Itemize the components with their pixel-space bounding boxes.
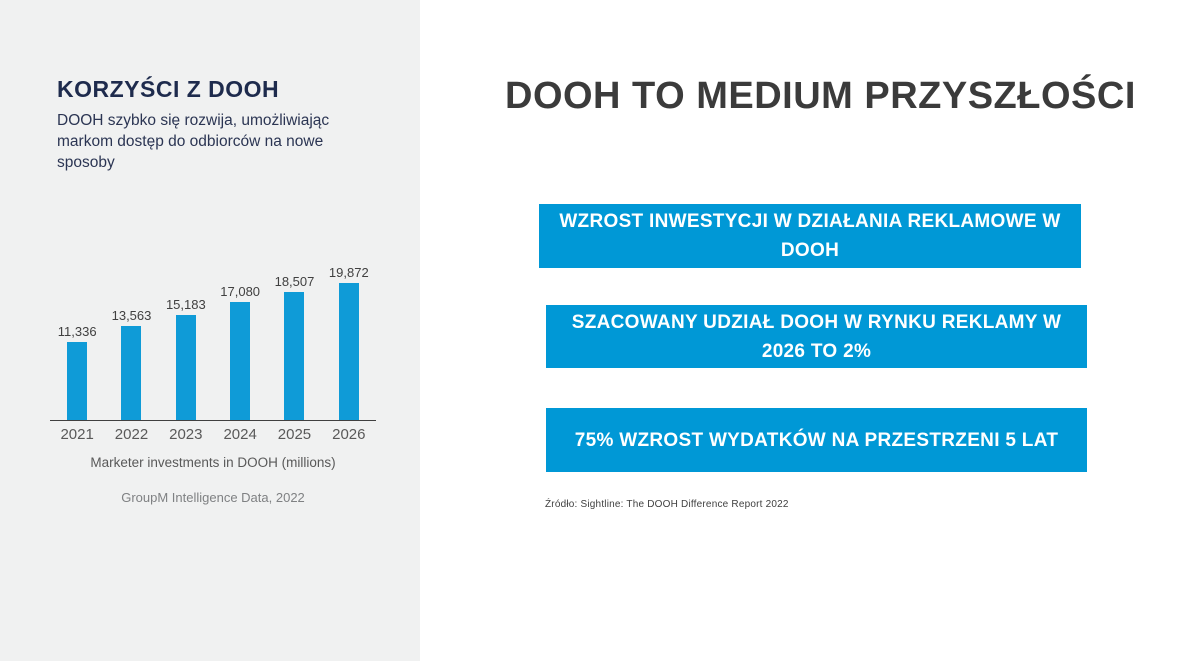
chart-bar: [175, 315, 196, 420]
chart-column: 15,183: [159, 261, 213, 420]
right-panel-source: Źródło: Sightline: The DOOH Difference R…: [545, 499, 789, 510]
chart-column: 11,336: [50, 261, 104, 420]
chart-caption: Marketer investments in DOOH (millions): [90, 455, 336, 470]
callout-box-market-share: SZACOWANY UDZIAŁ DOOH W RYNKU REKLAMY W …: [546, 305, 1087, 368]
chart-value-label: 19,872: [328, 265, 369, 280]
left-panel-title: KORZYŚCI Z DOOH: [57, 76, 280, 102]
chart-column: 18,507: [267, 261, 321, 420]
chart-year-label: 2024: [223, 426, 257, 443]
chart-bars-row: 11,336 13,563 15,183 17,080 18,507 19,872: [50, 261, 376, 421]
chart-year-label: 2023: [169, 426, 203, 443]
chart-value-label: 18,507: [274, 274, 315, 289]
left-panel: KORZYŚCI Z DOOH DOOH szybko się rozwija,…: [0, 0, 420, 661]
chart-bar: [230, 302, 251, 420]
chart-bar: [338, 283, 359, 420]
chart-year-label: 2022: [114, 426, 149, 443]
chart-bar: [67, 342, 88, 420]
left-panel-subtitle: DOOH szybko się rozwija, umożliwiając ma…: [57, 112, 330, 171]
callout-box-investment-growth: WZROST INWESTYCJI W DZIAŁANIA REKLAMOWE …: [539, 204, 1081, 268]
chart-value-label: 17,080: [220, 284, 261, 299]
chart-year-label: 2025: [277, 426, 312, 443]
bar-chart: 11,336 13,563 15,183 17,080 18,507 19,872 202…: [50, 261, 376, 443]
callout-box-spend-growth: 75% WZROST WYDATKÓW NA PRZESTRZENI 5 LAT: [546, 408, 1087, 472]
chart-column: 13,563: [104, 261, 158, 420]
right-panel-title: DOOH TO MEDIUM PRZYSZŁOŚCI: [505, 75, 1136, 117]
chart-bar: [284, 292, 305, 420]
chart-value-label: 13,563: [111, 308, 152, 323]
chart-year-label: 2026: [332, 426, 366, 443]
chart-column: 19,872: [322, 261, 376, 420]
chart-years-row: 2021 2022 2023 2024 2025 2026: [50, 421, 376, 443]
chart-year-label: 2021: [60, 426, 94, 443]
chart-value-label: 15,183: [165, 297, 206, 312]
chart-source: GroupM Intelligence Data, 2022: [121, 490, 305, 505]
chart-bar: [121, 326, 142, 420]
chart-column: 17,080: [213, 261, 267, 420]
chart-value-label: 11,336: [57, 324, 97, 339]
